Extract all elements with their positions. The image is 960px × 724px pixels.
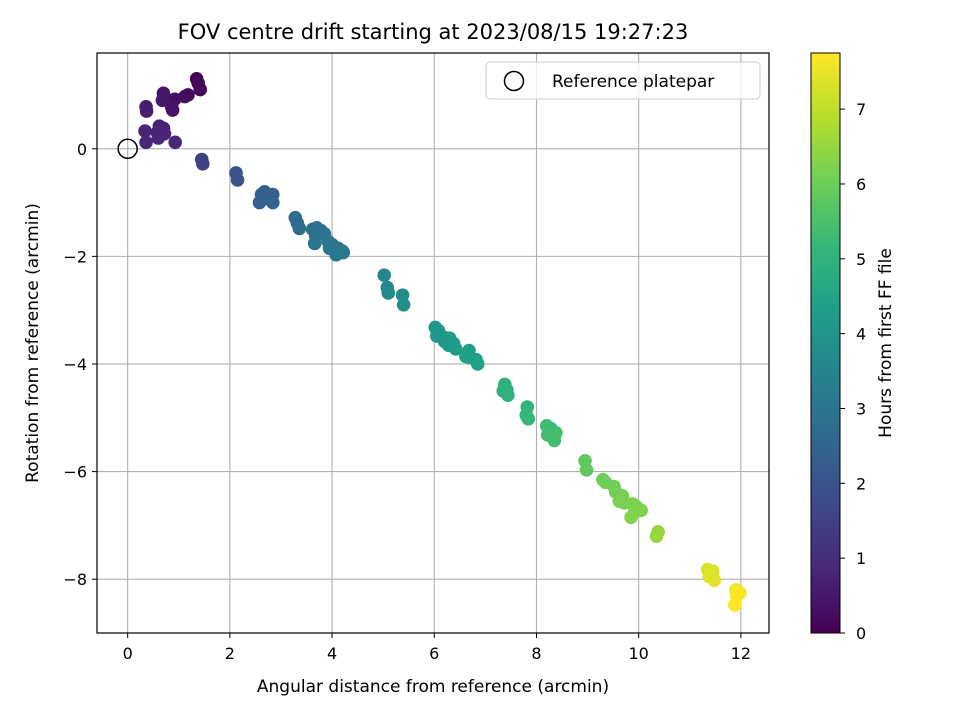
data-point [138, 124, 152, 138]
colorbar-tick-label: 1 [856, 549, 866, 568]
plot-frame [96, 52, 770, 634]
x-tick-label: 4 [327, 644, 337, 663]
grid [97, 53, 769, 633]
colorbar-tick-label: 4 [856, 325, 866, 344]
y-tick-label: −6 [63, 463, 87, 482]
data-point [193, 82, 208, 97]
data-point [470, 357, 485, 371]
reference-marker-group [117, 138, 138, 160]
legend-box [485, 61, 761, 100]
y-axis-ticks: 0 −2 −4 −6 −8 [63, 140, 97, 589]
y-axis-label: Rotation from reference (arcmin) [23, 203, 43, 483]
data-point [381, 286, 396, 300]
data-point [579, 463, 594, 477]
legend-reference-marker [503, 70, 525, 92]
colorbar-tick-label: 3 [856, 399, 866, 418]
legend-label: Reference platepar [552, 72, 714, 92]
data-point [649, 529, 664, 543]
data-point [165, 103, 180, 117]
data-point [139, 135, 153, 150]
reference-platepar-marker [117, 138, 138, 160]
x-axis-ticks: 0 2 4 6 8 10 12 [123, 633, 751, 663]
x-tick-label: 6 [429, 644, 439, 663]
data-point [501, 388, 515, 402]
legend: Reference platepar [485, 61, 761, 100]
data-point [292, 221, 307, 236]
data-point [168, 135, 182, 150]
data-point [151, 131, 166, 145]
data-point [178, 89, 192, 104]
chart-title: FOV centre drift starting at 2023/08/15 … [178, 20, 689, 44]
colorbar-gradient [810, 52, 841, 634]
data-point [634, 503, 649, 518]
data-point [258, 191, 273, 206]
colorbar-label: Hours from first FF file [876, 248, 896, 438]
y-tick-label: 0 [77, 140, 87, 159]
y-tick-label: −4 [63, 355, 87, 374]
data-point [396, 297, 411, 312]
x-tick-label: 8 [531, 644, 541, 663]
colorbar-ticks: 0 1 2 3 4 5 6 7 [840, 100, 866, 643]
x-tick-label: 10 [629, 644, 649, 663]
y-tick-label: −8 [63, 570, 87, 589]
colorbar-tick-label: 7 [856, 100, 866, 119]
data-point [545, 429, 559, 444]
data-point [727, 598, 742, 612]
data-point [230, 173, 245, 187]
colorbar-tick-label: 0 [856, 624, 866, 643]
data-point [448, 342, 463, 356]
data-point [139, 104, 154, 118]
data-point [707, 573, 722, 588]
colorbar: 0 1 2 3 4 5 6 7 Hours from first FF file [810, 52, 896, 643]
x-tick-label: 0 [123, 644, 133, 663]
colorbar-tick-label: 6 [856, 175, 866, 194]
x-tick-label: 2 [225, 644, 235, 663]
data-point [336, 245, 351, 260]
data-point [195, 157, 210, 171]
data-point [307, 236, 322, 251]
data-point [155, 93, 170, 108]
data-points [138, 72, 747, 612]
data-point [624, 510, 638, 525]
x-tick-label: 12 [731, 644, 751, 663]
colorbar-tick-label: 2 [856, 474, 866, 493]
data-point [377, 268, 391, 283]
x-axis-label: Angular distance from reference (arcmin) [257, 677, 609, 697]
data-point [459, 349, 473, 364]
y-tick-label: −2 [63, 247, 87, 266]
colorbar-tick-label: 5 [856, 250, 866, 269]
data-point [521, 412, 536, 426]
